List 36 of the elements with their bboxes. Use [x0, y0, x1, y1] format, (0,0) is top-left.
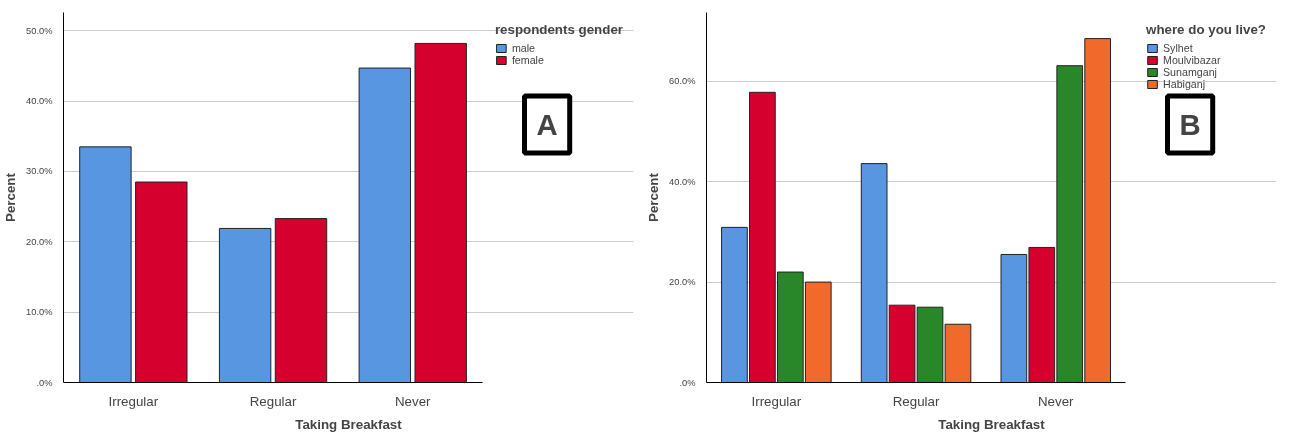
text: B [1179, 108, 1201, 142]
legend-label: female [511, 54, 544, 66]
x-axis-title: Taking Breakfast [938, 416, 1046, 432]
text: A [536, 108, 558, 142]
x-tick-label: Irregular [108, 393, 159, 409]
y-tick-label: 40.0% [669, 176, 696, 187]
bar [274, 218, 328, 383]
legend-label: Sylhet [1163, 42, 1193, 54]
legend-label: Sunamganj [1163, 66, 1217, 78]
y-axis-title: Percent [3, 172, 19, 222]
bar [79, 146, 132, 383]
legend-title: where do you live? [1146, 22, 1266, 37]
y-tick-label: 20.0% [26, 236, 53, 247]
legend-label: Habiganj [1163, 78, 1206, 90]
y-tick-label: 20.0% [669, 277, 696, 288]
bar [358, 67, 412, 383]
y-tick-label: 60.0% [669, 76, 696, 87]
y-tick-label: .0% [36, 377, 53, 388]
legend-title: respondents gender [494, 22, 623, 37]
y-tick-label: 40.0% [26, 96, 53, 107]
x-axis-title: Taking Breakfast [295, 416, 403, 432]
y-tick-label: 50.0% [26, 25, 53, 36]
y-tick-label: 10.0% [26, 307, 53, 318]
y-axis-title: Percent [646, 172, 662, 222]
x-tick-label: Regular [249, 393, 297, 409]
x-tick-label: Irregular [751, 393, 802, 409]
legend-label: Moulvibazar [1163, 54, 1221, 66]
x-tick-label: Never [394, 393, 432, 409]
bar [135, 181, 188, 383]
x-tick-label: Never [1037, 393, 1075, 409]
bar [414, 42, 467, 383]
legend-label: male [511, 42, 535, 54]
bar [218, 227, 272, 383]
y-tick-label: 30.0% [26, 166, 53, 177]
x-tick-label: Regular [892, 393, 940, 409]
y-tick-label: .0% [679, 377, 696, 388]
